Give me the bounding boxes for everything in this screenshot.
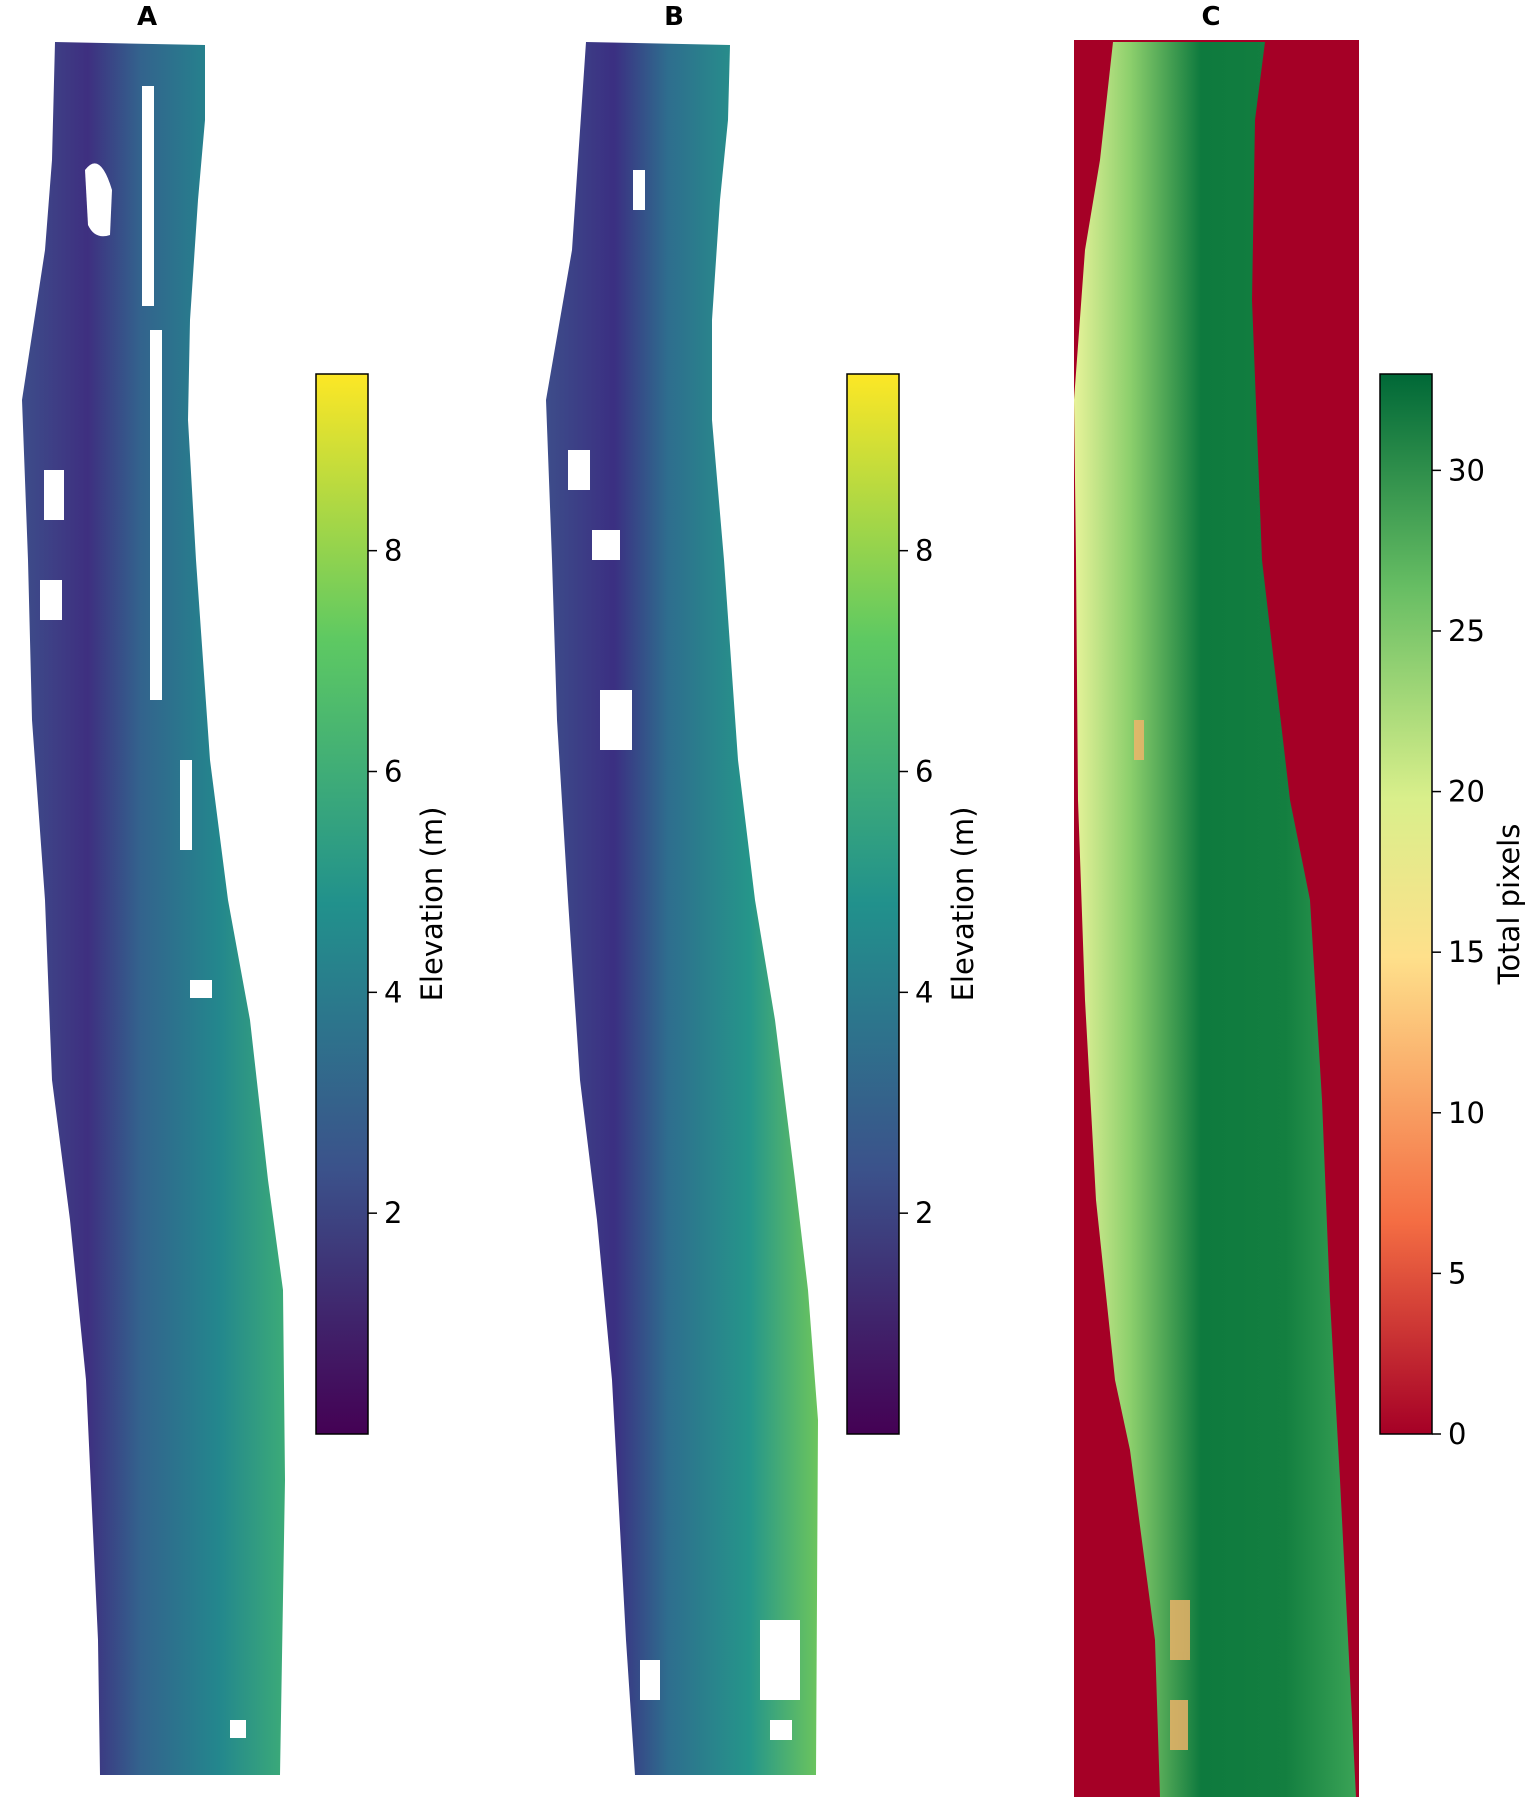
panel-b-colorbar — [846, 373, 900, 1435]
colorbar-tick-label: 2 — [384, 1196, 402, 1230]
colorbar-tick-label: 2 — [915, 1196, 933, 1230]
colorbar-tick-label: 4 — [384, 975, 402, 1009]
colorbar-tick-label: 6 — [915, 755, 933, 789]
colorbar-tick-label: 30 — [1448, 453, 1485, 487]
colorbar-tick-label: 25 — [1448, 614, 1485, 648]
panel-a: A 2 4 6 8 Elevation (m) — [22, 2, 449, 1775]
panel-c: C 0 5 10 15 20 25 30 Total pixels — [1074, 2, 1526, 1797]
panel-b-title: B — [664, 2, 684, 32]
colorbar-tick-label: 5 — [1448, 1256, 1466, 1290]
panel-a-title: A — [137, 2, 157, 32]
colorbar-tick-label: 15 — [1448, 935, 1485, 969]
panel-b-elevation-map — [546, 42, 818, 1775]
panel-c-title: C — [1201, 2, 1220, 32]
panel-b-gaps — [568, 170, 800, 1740]
colorbar-tick-label: 8 — [915, 534, 933, 568]
colorbar-tick-label: 0 — [1448, 1417, 1466, 1451]
colorbar-tick-label: 4 — [915, 975, 933, 1009]
panel-b-colorbar-ticks: 2 4 6 8 — [899, 534, 933, 1230]
panel-a-elevation-map — [22, 42, 285, 1775]
panel-a-colorbar-label: Elevation (m) — [415, 807, 449, 1002]
colorbar-tick-label: 8 — [384, 534, 402, 568]
panel-a-gaps — [40, 86, 246, 1738]
panel-c-pixel-count-map — [1074, 42, 1356, 1797]
panel-a-colorbar-ticks: 2 4 6 8 — [368, 534, 402, 1230]
colorbar-tick-label: 6 — [384, 755, 402, 789]
colorbar-tick-label: 10 — [1448, 1096, 1485, 1130]
panel-c-colorbar-label: Total pixels — [1492, 824, 1526, 986]
panel-c-colorbar — [1379, 373, 1433, 1435]
panel-a-colorbar — [315, 373, 369, 1435]
panel-b-colorbar-label: Elevation (m) — [946, 807, 980, 1002]
colorbar-tick-label: 20 — [1448, 775, 1485, 809]
panel-c-low-count-patches — [1134, 720, 1190, 1750]
panel-b: B 2 4 6 8 Elevation (m) — [546, 2, 980, 1775]
panel-c-colorbar-ticks: 0 5 10 15 20 25 30 — [1432, 453, 1485, 1451]
